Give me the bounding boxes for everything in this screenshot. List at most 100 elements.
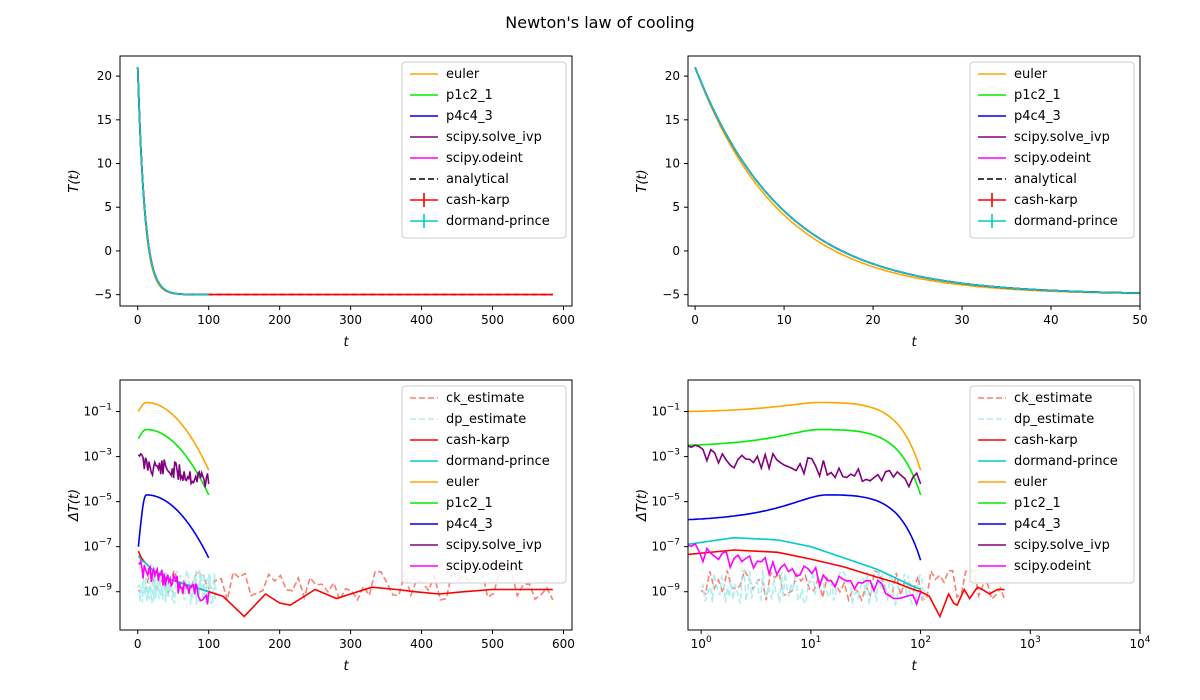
chart-panel-1: 0 100 200 300 400 500 600 −5 0 5 10 15 20 t T(t) euler p… — [67, 55, 575, 350]
x-axis-label: t — [911, 335, 917, 350]
legend-box — [401, 385, 567, 584]
legend-label-dormand-prince: dormand-prince — [446, 454, 550, 469]
y-tick-label: 10−1 — [83, 403, 112, 419]
y-tick-label: 10−1 — [651, 403, 680, 419]
legend-box — [969, 61, 1135, 239]
series-line-p4c4_3 — [137, 494, 210, 559]
legend-label-scipy.solve_ivp: scipy.solve_ivp — [446, 130, 542, 145]
x-tick-label: 50 — [1132, 313, 1147, 327]
x-tick-label: 600 — [552, 637, 575, 651]
y-axis-label: T(t) — [635, 169, 650, 192]
x-tick-label: 20 — [865, 313, 880, 327]
plot-area — [137, 401, 554, 618]
legend-label-analytical: analytical — [446, 172, 509, 187]
x-tick-label: 400 — [410, 637, 433, 651]
y-tick-label: 5 — [104, 200, 112, 214]
series-line-scipy.odeint — [688, 542, 922, 607]
x-tick-label: 10 — [776, 313, 791, 327]
y-tick-label: −5 — [662, 288, 680, 302]
series-line-p1c2_1 — [137, 428, 210, 496]
legend-label-dormand-prince: dormand-prince — [446, 214, 550, 229]
figure-title: Newton's law of cooling — [505, 13, 694, 32]
x-tick-label: 100 — [691, 635, 712, 651]
x-tick-label: 30 — [954, 313, 969, 327]
legend-label-p4c4_3: p4c4_3 — [1014, 517, 1061, 532]
legend-label-scipy.solve_ivp: scipy.solve_ivp — [1014, 130, 1110, 145]
y-tick-label: 20 — [665, 69, 680, 83]
legend-label-dp_estimate: dp_estimate — [446, 412, 526, 427]
legend-label-dormand-prince: dormand-prince — [1014, 214, 1118, 229]
x-tick-label: 600 — [552, 313, 575, 327]
legend: ck_estimate dp_estimate cash-karp dormand-p… — [969, 385, 1135, 584]
series-line-p4c4_3 — [136, 67, 209, 296]
legend-label-scipy.odeint: scipy.odeint — [1014, 559, 1091, 574]
chart-panel-3: 0 100 200 300 400 500 600 10−9 10−7 10−5 10−3 10−1 t… — [67, 379, 575, 674]
series-line-scipy.odeint — [136, 67, 209, 296]
y-tick-label: 10−3 — [83, 448, 112, 464]
legend-label-euler: euler — [1014, 67, 1048, 82]
legend-box — [969, 385, 1135, 584]
y-tick-label: 10−9 — [651, 583, 680, 599]
legend-label-dp_estimate: dp_estimate — [1014, 412, 1094, 427]
legend-label-p1c2_1: p1c2_1 — [1014, 496, 1061, 511]
x-tick-label: 200 — [268, 313, 291, 327]
x-tick-label: 104 — [1129, 635, 1150, 651]
axes-frame — [687, 55, 1141, 307]
legend-label-analytical: analytical — [1014, 172, 1077, 187]
legend-label-ck_estimate: ck_estimate — [446, 391, 524, 406]
legend-label-ck_estimate: ck_estimate — [1014, 391, 1092, 406]
x-tick-label: 102 — [910, 635, 931, 651]
legend-label-euler: euler — [446, 475, 480, 490]
legend-label-scipy.solve_ivp: scipy.solve_ivp — [446, 538, 542, 553]
x-tick-label: 500 — [481, 313, 504, 327]
series-line-cash-karp — [688, 549, 1005, 619]
x-tick-label: 0 — [134, 313, 142, 327]
legend-label-scipy.odeint: scipy.odeint — [446, 151, 523, 166]
axes-frame — [119, 379, 573, 631]
legend-label-p4c4_3: p4c4_3 — [446, 517, 493, 532]
series-line-euler — [688, 401, 922, 471]
series-line-dormand-prince — [694, 67, 1140, 294]
y-tick-label: 5 — [672, 200, 680, 214]
x-tick-label: 103 — [1020, 635, 1041, 651]
axes-frame — [687, 379, 1141, 631]
legend-label-p1c2_1: p1c2_1 — [446, 496, 493, 511]
y-tick-label: 20 — [97, 69, 112, 83]
y-tick-label: 10 — [665, 157, 680, 171]
y-tick-label: 15 — [665, 113, 680, 127]
x-tick-label: 200 — [268, 637, 291, 651]
legend-label-p1c2_1: p1c2_1 — [446, 88, 493, 103]
series-line-euler — [136, 67, 209, 296]
series-line-dormand-prince — [688, 536, 921, 591]
legend-label-euler: euler — [1014, 475, 1048, 490]
x-axis-label: t — [343, 335, 349, 350]
y-tick-label: −5 — [94, 288, 112, 302]
axes-frame — [119, 55, 573, 307]
plot-area — [688, 401, 1006, 619]
legend-label-dormand-prince: dormand-prince — [1014, 454, 1118, 469]
legend-label-cash-karp: cash-karp — [446, 193, 510, 208]
legend: euler p1c2_1 p4c4_3 scipy.solve_ivp scipy.od… — [401, 61, 567, 239]
legend-label-p4c4_3: p4c4_3 — [446, 109, 493, 124]
legend-label-euler: euler — [446, 67, 480, 82]
y-tick-label: 15 — [97, 113, 112, 127]
x-tick-label: 40 — [1043, 313, 1058, 327]
y-tick-label: 10−7 — [651, 538, 680, 554]
y-tick-label: 10−5 — [651, 493, 680, 509]
y-axis-label: ΔT(t) — [67, 489, 82, 522]
series-line-ck_estimate — [137, 567, 554, 602]
x-tick-label: 100 — [197, 313, 220, 327]
y-axis-label: T(t) — [67, 169, 82, 192]
legend-label-cash-karp: cash-karp — [446, 433, 510, 448]
series-line-dp_estimate — [700, 568, 926, 608]
x-tick-label: 0 — [134, 637, 142, 651]
y-tick-label: 10−9 — [83, 583, 112, 599]
x-tick-label: 300 — [339, 313, 362, 327]
y-tick-label: 0 — [672, 244, 680, 258]
x-axis-label: t — [343, 659, 349, 674]
series-line-p1c2_1 — [688, 428, 922, 496]
legend: euler p1c2_1 p4c4_3 scipy.solve_ivp scipy.od… — [969, 61, 1135, 239]
series-line-scipy.solve_ivp — [688, 444, 922, 489]
series-line-scipy.solve_ivp — [137, 452, 210, 488]
